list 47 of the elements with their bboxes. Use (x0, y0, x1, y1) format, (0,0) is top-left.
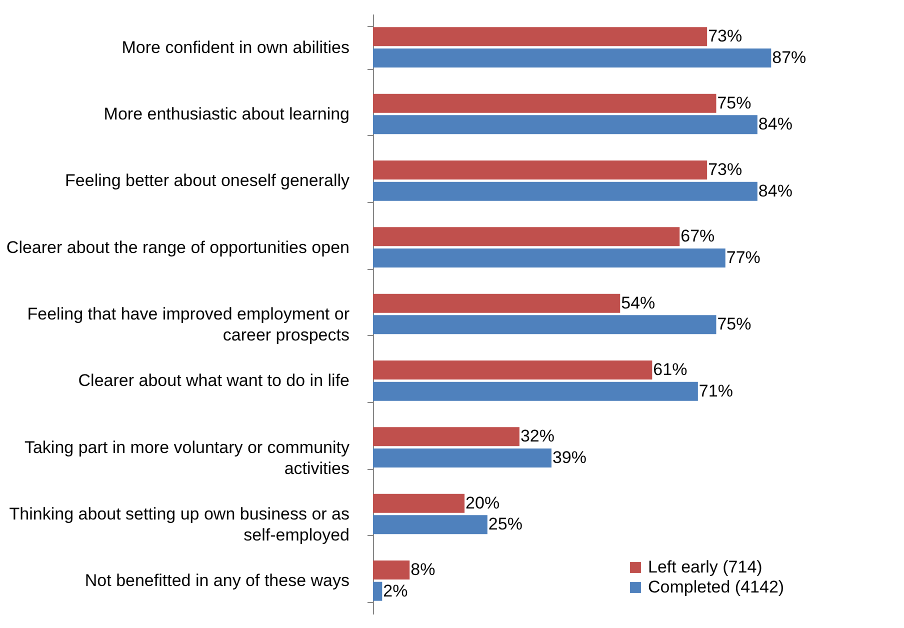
data-label: 25% (488, 514, 522, 534)
bar (373, 582, 382, 601)
bar (373, 115, 758, 134)
data-label: 67% (680, 226, 715, 246)
bar (373, 248, 726, 268)
bar (373, 494, 465, 513)
bar (373, 294, 620, 313)
bar (373, 427, 520, 446)
data-label: 75% (717, 314, 752, 334)
y-tick-label: More enthusiastic about learning (104, 104, 350, 124)
data-label: 77% (726, 248, 760, 267)
data-label: 2% (383, 581, 408, 600)
y-tick-label: Taking part in more voluntary or community activities (24, 438, 350, 478)
bar (373, 94, 716, 113)
data-label: 20% (466, 493, 500, 512)
bar (373, 227, 680, 246)
y-tick-label: Feeling better about oneself generally (65, 171, 350, 190)
data-label: 8% (410, 560, 436, 579)
data-label: 61% (653, 360, 688, 379)
bar (373, 560, 410, 580)
data-label: 39% (552, 448, 587, 467)
bar (373, 182, 758, 201)
bar (373, 515, 488, 534)
y-tick-label: Clearer about what want to do in life (78, 371, 350, 390)
data-label: 84% (758, 181, 792, 200)
data-label: 84% (758, 114, 792, 134)
bar (373, 315, 716, 334)
y-tick-label: More confident in own abilities (122, 38, 350, 57)
bar (373, 382, 698, 401)
legend-label: Completed (4142) (648, 578, 784, 596)
bar (373, 448, 552, 468)
bar (373, 360, 652, 380)
y-tick-label: Feeling that have improved employment or career prospects (27, 304, 350, 344)
data-label: 32% (520, 426, 554, 446)
data-label: 54% (621, 293, 656, 312)
y-tick-label: Clearer about the range of opportunities open (6, 238, 350, 257)
data-label: 73% (708, 160, 742, 179)
y-tick-label: Thinking about setting up own business or as self-employed (9, 504, 350, 544)
data-label: 71% (698, 381, 733, 400)
data-label: 87% (772, 48, 806, 67)
data-label: 75% (717, 93, 752, 112)
y-tick-label: Not benefitted in any of these ways (84, 571, 350, 590)
bar (373, 160, 708, 180)
legend-label: Left early (714) (648, 558, 762, 576)
data-label: 73% (708, 26, 742, 46)
bar (373, 27, 708, 46)
bar (373, 48, 772, 68)
